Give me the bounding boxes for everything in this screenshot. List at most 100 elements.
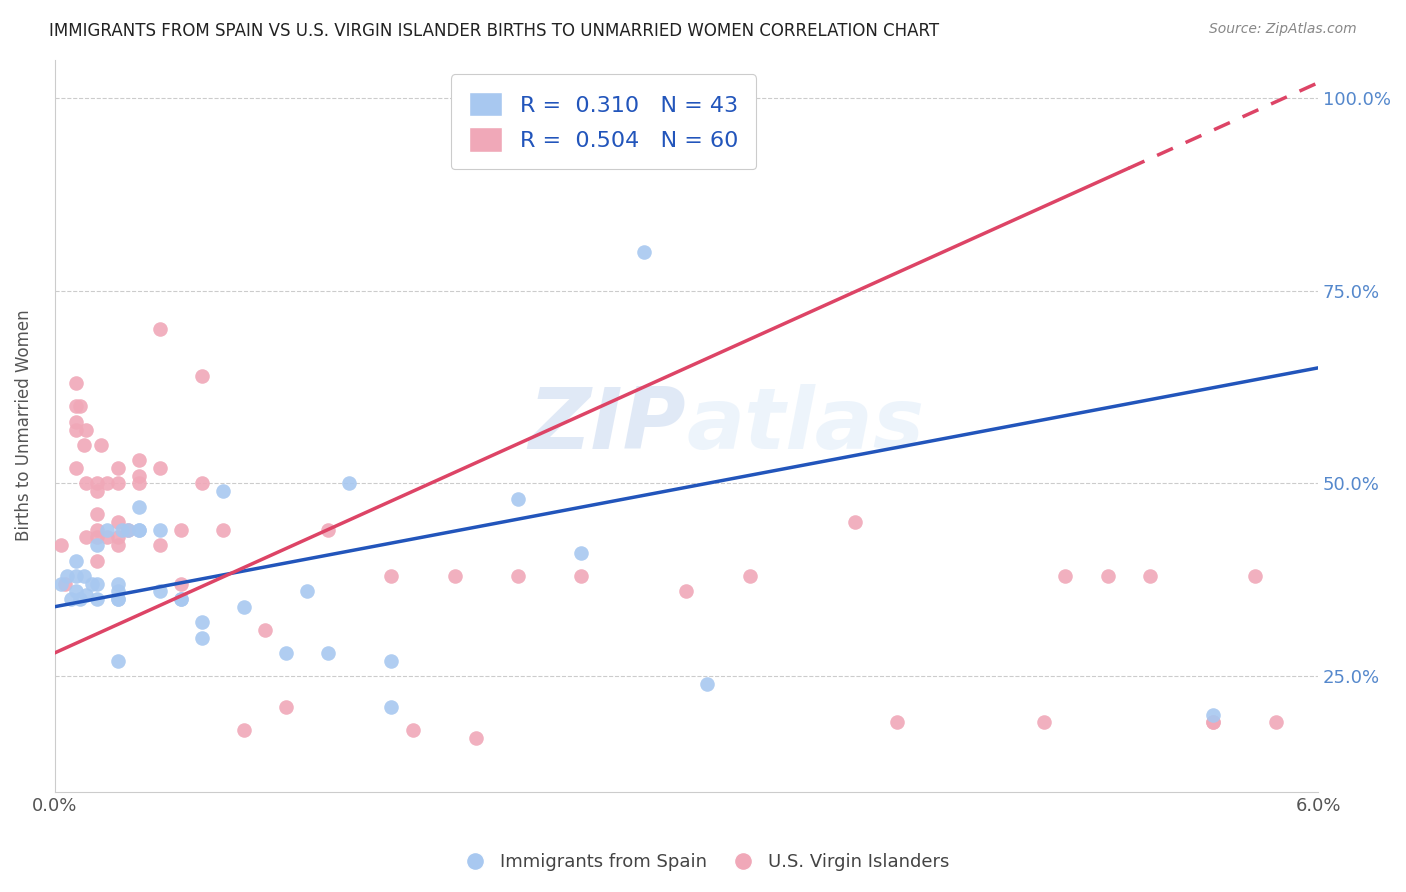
Point [191, 368, 214, 383]
Point [75, 476, 97, 491]
Point [191, 631, 214, 645]
Point [107, 461, 129, 475]
Y-axis label: Births to Unmarried Women: Births to Unmarried Women [15, 310, 32, 541]
Point [73, 438, 96, 452]
Text: atlas: atlas [686, 384, 925, 467]
Point [75, 530, 97, 544]
Point [96, 530, 118, 544]
Point [318, 523, 340, 537]
Point [107, 584, 129, 599]
Point [65, 461, 87, 475]
Point [75, 423, 97, 437]
Point [107, 476, 129, 491]
Point [149, 538, 172, 552]
Point [107, 592, 129, 607]
Point [1244, 569, 1267, 583]
Point [297, 584, 319, 599]
Point [212, 523, 235, 537]
Point [276, 700, 298, 714]
Legend: R =  0.310   N = 43, R =  0.504   N = 60: R = 0.310 N = 43, R = 0.504 N = 60 [451, 74, 756, 169]
Point [844, 515, 866, 529]
Point [506, 491, 529, 506]
Point [117, 523, 139, 537]
Point [1202, 715, 1225, 730]
Point [443, 569, 465, 583]
Point [212, 484, 235, 499]
Point [170, 592, 193, 607]
Point [128, 476, 150, 491]
Point [86, 476, 108, 491]
Legend: Immigrants from Spain, U.S. Virgin Islanders: Immigrants from Spain, U.S. Virgin Islan… [450, 847, 956, 879]
Point [128, 468, 150, 483]
Point [191, 615, 214, 629]
Point [337, 476, 360, 491]
Point [1033, 715, 1056, 730]
Text: IMMIGRANTS FROM SPAIN VS U.S. VIRGIN ISLANDER BIRTHS TO UNMARRIED WOMEN CORRELAT: IMMIGRANTS FROM SPAIN VS U.S. VIRGIN ISL… [49, 22, 939, 40]
Point [96, 523, 118, 537]
Point [506, 569, 529, 583]
Point [569, 569, 592, 583]
Point [86, 484, 108, 499]
Point [1202, 707, 1225, 722]
Point [65, 569, 87, 583]
Point [128, 500, 150, 514]
Point [107, 515, 129, 529]
Point [65, 400, 87, 414]
Point [318, 646, 340, 660]
Text: Source: ZipAtlas.com: Source: ZipAtlas.com [1209, 22, 1357, 37]
Point [111, 523, 134, 537]
Point [86, 530, 108, 544]
Point [128, 523, 150, 537]
Point [1202, 715, 1225, 730]
Point [128, 453, 150, 467]
Point [65, 376, 87, 391]
Point [65, 553, 87, 567]
Point [380, 654, 402, 668]
Point [380, 569, 402, 583]
Point [73, 569, 96, 583]
Point [86, 576, 108, 591]
Point [65, 415, 87, 429]
Point [1265, 715, 1288, 730]
Point [117, 523, 139, 537]
Point [149, 584, 172, 599]
Point [233, 723, 256, 737]
Point [149, 461, 172, 475]
Point [1054, 569, 1077, 583]
Point [696, 677, 718, 691]
Point [569, 546, 592, 560]
Point [149, 523, 172, 537]
Point [69, 592, 91, 607]
Point [107, 576, 129, 591]
Point [56, 569, 79, 583]
Point [69, 400, 91, 414]
Point [170, 576, 193, 591]
Point [1139, 569, 1161, 583]
Point [107, 530, 129, 544]
Point [633, 245, 655, 260]
Point [149, 322, 172, 336]
Point [65, 423, 87, 437]
Point [82, 576, 104, 591]
Point [886, 715, 908, 730]
Point [96, 476, 118, 491]
Point [128, 523, 150, 537]
Point [254, 623, 277, 637]
Point [49, 538, 72, 552]
Point [107, 538, 129, 552]
Point [53, 576, 76, 591]
Point [107, 654, 129, 668]
Point [65, 584, 87, 599]
Point [86, 553, 108, 567]
Point [191, 476, 214, 491]
Text: ZIP: ZIP [529, 384, 686, 467]
Point [464, 731, 486, 745]
Point [86, 508, 108, 522]
Point [1097, 569, 1119, 583]
Point [233, 599, 256, 614]
Point [86, 538, 108, 552]
Point [276, 646, 298, 660]
Point [380, 700, 402, 714]
Point [60, 592, 83, 607]
Point [675, 584, 697, 599]
